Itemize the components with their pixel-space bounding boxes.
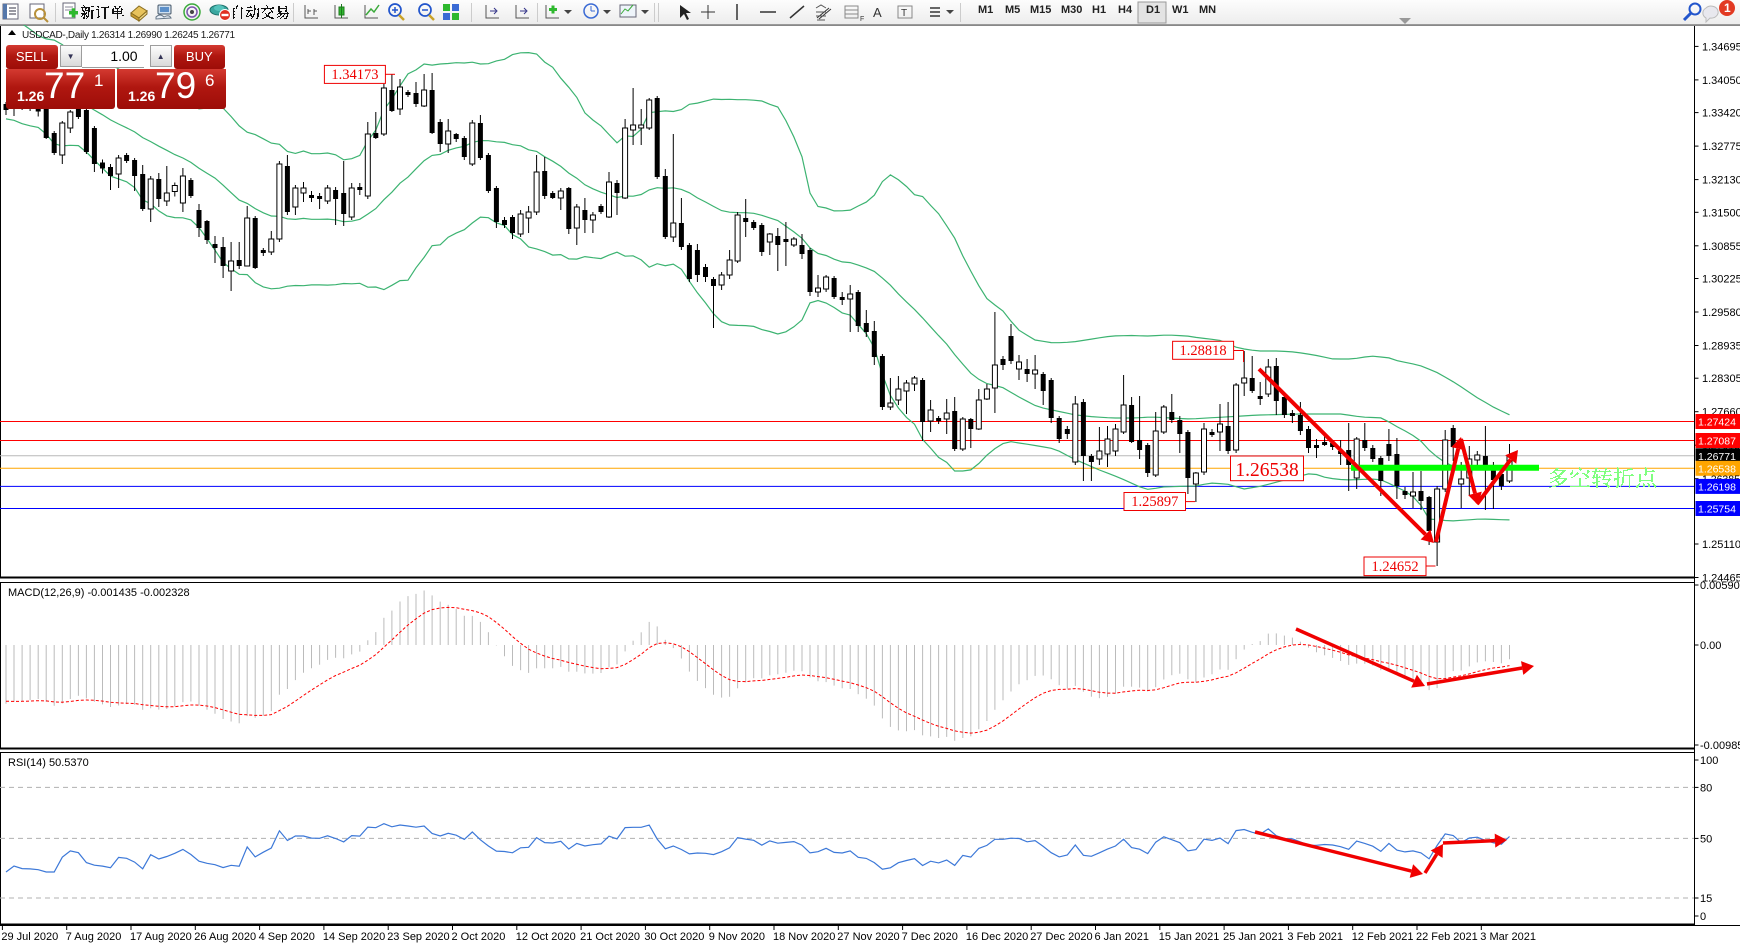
svg-text:15: 15: [1700, 893, 1712, 905]
svg-text:17 Aug 2020: 17 Aug 2020: [130, 931, 192, 943]
svg-text:RSI(14) 50.5370: RSI(14) 50.5370: [8, 757, 89, 769]
svg-text:1.30225: 1.30225: [1702, 274, 1740, 286]
svg-text:14 Sep 2020: 14 Sep 2020: [323, 931, 385, 943]
svg-text:1.25110: 1.25110: [1702, 539, 1740, 551]
svg-text:3 Mar 2021: 3 Mar 2021: [1480, 931, 1536, 943]
svg-text:15 Jan 2021: 15 Jan 2021: [1159, 931, 1220, 943]
svg-text:12 Feb 2021: 12 Feb 2021: [1352, 931, 1414, 943]
svg-text:27 Nov 2020: 27 Nov 2020: [837, 931, 899, 943]
svg-text:1.34050: 1.34050: [1702, 75, 1740, 87]
svg-text:80: 80: [1700, 782, 1712, 794]
svg-text:22 Feb 2021: 22 Feb 2021: [1416, 931, 1478, 943]
svg-text:1.31500: 1.31500: [1702, 207, 1740, 219]
svg-text:1.25897: 1.25897: [1131, 494, 1178, 510]
svg-text:1.28935: 1.28935: [1702, 341, 1740, 353]
svg-text:1.26538: 1.26538: [1235, 460, 1298, 481]
svg-text:-0.009851: -0.009851: [1700, 740, 1740, 752]
svg-text:1.33420: 1.33420: [1702, 108, 1740, 120]
svg-text:1.27424: 1.27424: [1698, 417, 1736, 429]
svg-text:2 Oct 2020: 2 Oct 2020: [452, 931, 506, 943]
svg-text:1.27087: 1.27087: [1698, 436, 1736, 448]
svg-text:9 Nov 2020: 9 Nov 2020: [709, 931, 765, 943]
svg-text:6 Jan 2021: 6 Jan 2021: [1095, 931, 1149, 943]
svg-text:1: 1: [1724, 1, 1731, 15]
svg-text:F: F: [860, 16, 864, 23]
svg-text:USDCAD-,Daily 1.26314 1.26990: USDCAD-,Daily 1.26314 1.26990 1.26245 1.…: [22, 30, 236, 41]
svg-text:0.005908: 0.005908: [1700, 580, 1740, 592]
svg-text:7 Aug 2020: 7 Aug 2020: [66, 931, 122, 943]
svg-text:T: T: [901, 8, 907, 19]
svg-text:0: 0: [1700, 911, 1706, 923]
svg-text:12 Oct 2020: 12 Oct 2020: [516, 931, 576, 943]
svg-text:1.26771: 1.26771: [1698, 451, 1736, 463]
svg-text:A: A: [873, 5, 882, 20]
svg-text:30 Oct 2020: 30 Oct 2020: [644, 931, 704, 943]
svg-text:25 Jan 2021: 25 Jan 2021: [1223, 931, 1284, 943]
svg-text:1.28818: 1.28818: [1180, 343, 1227, 359]
svg-text:1.32130: 1.32130: [1702, 175, 1740, 187]
svg-text:1.26198: 1.26198: [1698, 481, 1736, 493]
svg-text:1.28305: 1.28305: [1702, 373, 1740, 385]
svg-text:26 Aug 2020: 26 Aug 2020: [194, 931, 256, 943]
svg-text:1.30855: 1.30855: [1702, 241, 1740, 253]
svg-text:50: 50: [1700, 833, 1712, 845]
svg-text:1.29580: 1.29580: [1702, 307, 1740, 319]
svg-text:27 Dec 2020: 27 Dec 2020: [1030, 931, 1092, 943]
svg-text:MACD(12,26,9) -0.001435 -0.002: MACD(12,26,9) -0.001435 -0.002328: [8, 587, 190, 599]
svg-text:1.26538: 1.26538: [1698, 463, 1736, 475]
svg-text:21 Oct 2020: 21 Oct 2020: [580, 931, 640, 943]
svg-text:1.24465: 1.24465: [1702, 573, 1740, 585]
svg-text:29 Jul 2020: 29 Jul 2020: [1, 931, 58, 943]
svg-text:3 Feb 2021: 3 Feb 2021: [1287, 931, 1343, 943]
svg-text:7 Dec 2020: 7 Dec 2020: [902, 931, 958, 943]
svg-text:1.24652: 1.24652: [1371, 559, 1418, 575]
svg-text:100: 100: [1700, 755, 1718, 767]
svg-text:1.25754: 1.25754: [1698, 504, 1736, 516]
svg-text:1.34173: 1.34173: [331, 67, 378, 83]
svg-text:1.32775: 1.32775: [1702, 141, 1740, 153]
svg-text:1.34695: 1.34695: [1702, 41, 1740, 53]
svg-text:23 Sep 2020: 23 Sep 2020: [387, 931, 449, 943]
svg-text:4 Sep 2020: 4 Sep 2020: [259, 931, 315, 943]
svg-text:0.00: 0.00: [1700, 640, 1721, 652]
svg-text:18 Nov 2020: 18 Nov 2020: [773, 931, 835, 943]
svg-text:16 Dec 2020: 16 Dec 2020: [966, 931, 1028, 943]
